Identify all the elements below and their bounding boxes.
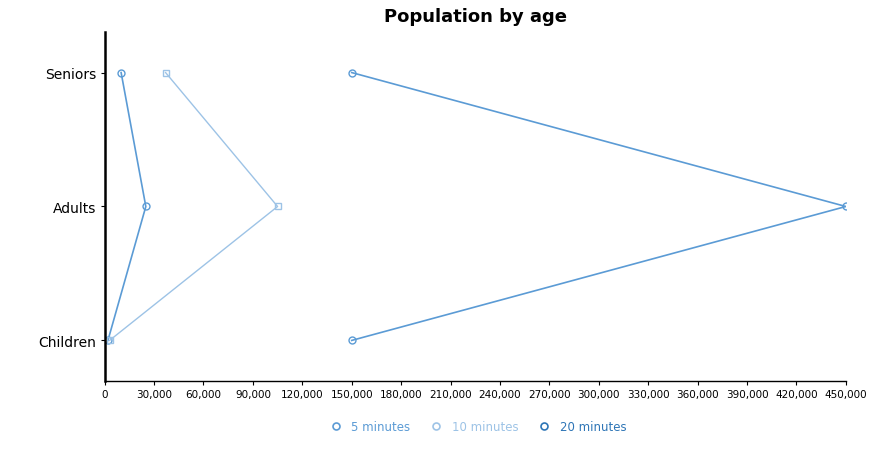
Line: 5 minutes: 5 minutes: [105, 70, 149, 344]
Legend: 5 minutes, 10 minutes, 20 minutes: 5 minutes, 10 minutes, 20 minutes: [319, 415, 631, 437]
10 minutes: [160, 70, 171, 76]
20 minutes: [346, 70, 357, 76]
Title: Population by age: Population by age: [384, 8, 567, 26]
Line: 10 minutes: 10 minutes: [106, 70, 281, 344]
5 minutes: [140, 204, 151, 210]
10 minutes: [105, 338, 115, 344]
20 minutes: [841, 204, 851, 210]
20 minutes: [346, 338, 357, 344]
5 minutes: [103, 338, 113, 344]
5 minutes: [116, 70, 126, 76]
Line: 20 minutes: 20 minutes: [348, 70, 849, 344]
10 minutes: [272, 204, 283, 210]
